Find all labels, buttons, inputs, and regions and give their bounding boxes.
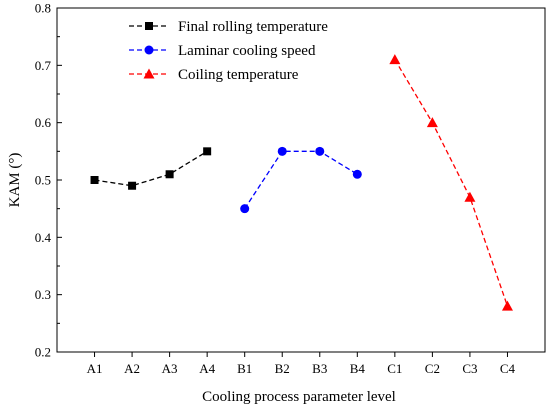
x-tick-label: B4: [350, 361, 366, 376]
x-axis-title: Cooling process parameter level: [202, 389, 396, 405]
x-tick-label: C4: [500, 361, 516, 376]
data-point: [165, 170, 174, 179]
data-point: [128, 181, 137, 190]
y-tick-label: 0.2: [35, 345, 51, 360]
data-point: [240, 204, 250, 214]
y-tick-label: 0.4: [35, 230, 52, 245]
legend-marker: [143, 68, 155, 79]
series-2: [389, 54, 513, 311]
data-point: [389, 54, 401, 65]
series-1: [240, 146, 362, 214]
legend-marker: [144, 45, 154, 55]
legend-marker: [145, 22, 153, 30]
y-axis-title: KAM (°): [7, 153, 23, 208]
y-tick-label: 0.3: [35, 287, 51, 302]
data-point: [501, 300, 513, 311]
legend-label: Laminar cooling speed: [178, 43, 316, 59]
data-point: [90, 176, 99, 184]
legend-label: Final rolling temperature: [178, 19, 328, 35]
data-point: [277, 146, 287, 156]
legend-label: Coiling temperature: [178, 67, 299, 83]
x-tick-label: C2: [425, 361, 440, 376]
x-tick-label: C3: [462, 361, 477, 376]
y-tick-label: 0.5: [35, 173, 51, 188]
data-point: [203, 147, 212, 156]
x-tick-label: B3: [312, 361, 327, 376]
data-point: [426, 117, 438, 128]
series-0: [90, 147, 212, 190]
y-tick-label: 0.8: [35, 1, 51, 16]
series-layer: [90, 54, 513, 311]
series-line: [94, 150, 208, 187]
axes: 0.2 0.3 0.4 0.5 0.6 0.7 0.8 A1 A2 A3 A4 B1 B2 B3 B4 C1 C…: [35, 1, 546, 376]
legend: Final rolling temperature Laminar cooling…: [129, 19, 328, 83]
data-point: [352, 169, 362, 179]
y-tick-label: 0.6: [35, 115, 52, 130]
y-tick-label: 0.7: [35, 58, 52, 73]
series-line: [394, 59, 509, 307]
x-tick-label: A2: [124, 361, 140, 376]
x-tick-label: C1: [387, 361, 402, 376]
x-tick-label: B2: [275, 361, 290, 376]
x-tick-label: A3: [162, 361, 178, 376]
series-line: [244, 150, 358, 210]
x-tick-label: A1: [87, 361, 103, 376]
x-tick-label: B1: [237, 361, 252, 376]
data-point: [315, 146, 325, 156]
data-point: [464, 191, 476, 202]
x-tick-label: A4: [199, 361, 215, 376]
plot-frame: [56, 7, 546, 353]
